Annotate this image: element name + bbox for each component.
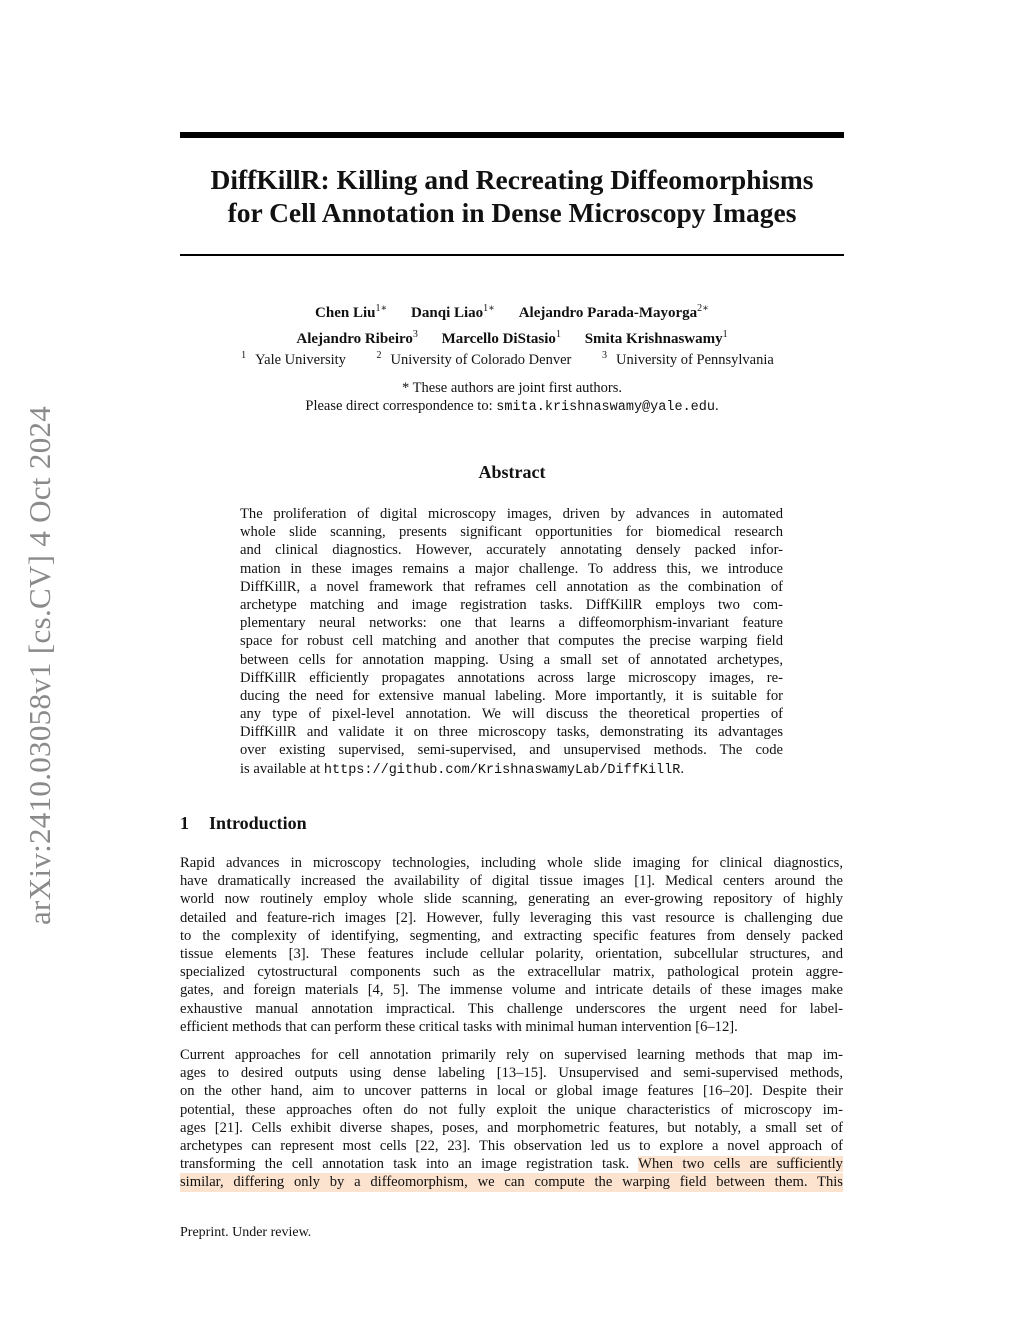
text-line: have dramatically increased the availabi… — [180, 873, 843, 890]
abstract-heading: Abstract — [478, 462, 546, 482]
author: Chen Liu1∗ — [315, 303, 388, 321]
text-line: DiffKillR efficiently propagates annotat… — [240, 669, 783, 686]
author: Marcello DiStasio1 — [441, 329, 561, 347]
joint-first-note: * These authors are joint first authors. — [402, 380, 622, 396]
text-line: between cells for annotation mapping. Us… — [240, 651, 783, 668]
highlighted-text: When two cells are sufficiently — [638, 1156, 843, 1173]
abstract-text: The proliferation of digital microscopy … — [240, 505, 783, 778]
text-line: exhaustive manual annotation impractical… — [180, 1000, 843, 1017]
arxiv-stamp: arXiv:2410.03058v1 [cs.CV] 4 Oct 2024 — [22, 405, 57, 925]
text-line: efficient methods that can perform these… — [180, 1018, 738, 1035]
text-line: specialized cytostructural components su… — [180, 964, 843, 981]
author-notes: * These authors are joint first authors.… — [180, 379, 844, 417]
text-line: ducing the need for extensive manual lab… — [240, 687, 783, 704]
title-line: DiffKillR: Killing and Recreating Diffeo… — [210, 164, 814, 195]
correspondence-note: Please direct correspondence to: smita.k… — [305, 398, 719, 415]
text-line: potential, these approaches often do not… — [180, 1101, 843, 1118]
text-line: DiffKillR and validate it on three micro… — [240, 724, 783, 741]
text-line: on the other hand, aim to uncover patter… — [180, 1083, 843, 1100]
author: Alejandro Parada-Mayorga2∗ — [518, 303, 709, 321]
text-line: mation in these images remains a major c… — [240, 560, 783, 577]
intro-paragraph-1: Rapid advances in microscopy technologie… — [180, 854, 843, 1036]
affiliation: 1 Yale University — [241, 350, 346, 368]
text-line: over existing supervised, semi-supervise… — [240, 742, 783, 759]
text-line: archetype matching and image registratio… — [240, 596, 783, 613]
text-line: transforming the cell annotation task in… — [180, 1156, 843, 1173]
text-line: to the complexity of identifying, segmen… — [180, 927, 843, 944]
affiliation: 3 University of Pennsylvania — [601, 350, 774, 368]
author-row: Chen Liu1∗ Danqi Liao1∗ Alejandro Parada… — [180, 298, 844, 324]
text-line: space for robust cell matching and anoth… — [240, 633, 783, 650]
author: Smita Krishnaswamy1 — [584, 329, 728, 347]
intro-paragraph-2: Current approaches for cell annotation p… — [180, 1046, 843, 1192]
text-line: ages [21]. Cells exhibit diverse shapes,… — [180, 1119, 843, 1136]
affiliation: 2 University of Colorado Denver — [376, 350, 572, 368]
section-heading: 1 Introduction — [180, 813, 307, 833]
footer-note: Preprint. Under review. — [180, 1225, 312, 1240]
text-line: world now routinely employ whole slide s… — [180, 891, 843, 908]
title-line: for Cell Annotation in Dense Microscopy … — [227, 197, 797, 228]
text-line: Rapid advances in microscopy technologie… — [180, 855, 843, 871]
text-line: DiffKillR, a novel framework that refram… — [240, 578, 783, 595]
text-line: plementary neural networks: one that lea… — [240, 615, 783, 632]
correspondence-email[interactable]: smita.krishnaswamy@yale.edu — [496, 400, 715, 415]
affiliations: 1 Yale University 2 University of Colorado… — [180, 350, 844, 369]
text-line: archetypes can represent most cells [22,… — [180, 1137, 843, 1154]
text-line: is available at https://github.com/Krish… — [240, 760, 685, 778]
text-line: tissue elements [3]. These features incl… — [180, 945, 843, 962]
text-line: Current approaches for cell annotation p… — [180, 1047, 843, 1063]
author: Alejandro Ribeiro3 — [296, 329, 418, 347]
text-line: any type of pixel-level annotation. We w… — [240, 706, 783, 723]
author-list: Chen Liu1∗ Danqi Liao1∗ Alejandro Parada… — [180, 298, 844, 350]
title-top-rule — [180, 132, 844, 138]
author-row: Alejandro Ribeiro3 Marcello DiStasio1 Sm… — [180, 324, 844, 350]
text-line: The proliferation of digital microscopy … — [240, 506, 783, 522]
text-line: gates, and foreign materials [4, 5]. The… — [180, 982, 843, 999]
text-line: ages to desired outputs using dense labe… — [180, 1065, 843, 1082]
highlighted-text: similar, differing only by a diffeomorph… — [180, 1173, 843, 1192]
text-line: and clinical diagnostics. However, accur… — [240, 542, 783, 559]
paper-title: DiffKillR: Killing and Recreating Diffeo… — [180, 163, 844, 229]
text-line: whole slide scanning, presents significa… — [240, 524, 783, 541]
author: Danqi Liao1∗ — [411, 303, 495, 321]
code-url-link[interactable]: https://github.com/KrishnaswamyLab/DiffK… — [323, 762, 681, 778]
title-bottom-rule — [180, 254, 844, 256]
text-line: detailed and feature-rich images [2]. Ho… — [180, 909, 843, 926]
